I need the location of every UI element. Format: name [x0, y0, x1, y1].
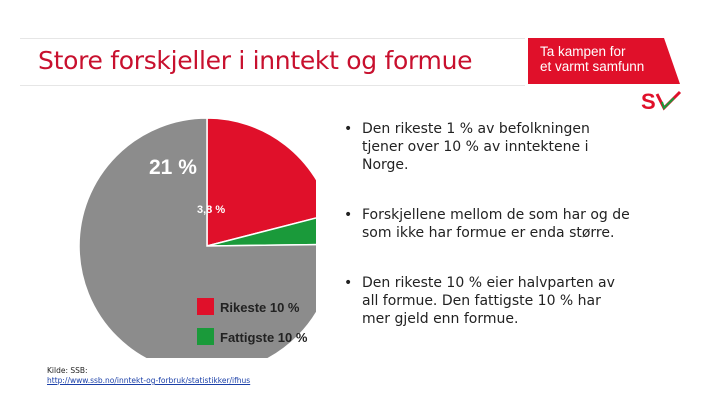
bullet-dot-icon: •	[344, 275, 353, 291]
campaign-banner: Ta kampen for et varmt samfunn	[528, 38, 680, 84]
bullet-text: Den rikeste 1 % av befolkningen tjener o…	[362, 121, 590, 173]
legend-swatch	[197, 298, 214, 315]
bullet-item: • Forskjellene mellom de som har og de s…	[340, 206, 630, 242]
slice-value-label-rikeste: 21 %	[149, 156, 197, 179]
bullet-text: Den rikeste 10 % eier halvparten av all …	[362, 275, 615, 327]
bullet-item: • Den rikeste 1 % av befolkningen tjener…	[340, 120, 630, 174]
legend-swatch	[197, 328, 214, 345]
source-link[interactable]: http://www.ssb.no/inntekt-og-forbruk/sta…	[47, 376, 251, 385]
bullet-dot-icon: •	[344, 121, 353, 137]
title-band	[20, 38, 525, 86]
banner-line-2: et varmt samfunn	[540, 59, 645, 74]
pie-slice-2	[78, 118, 316, 358]
bullet-item: • Den rikeste 10 % eier halvparten av al…	[340, 274, 630, 328]
pie-slice-1	[206, 217, 316, 247]
banner-line-1: Ta kampen for	[540, 44, 626, 59]
sv-logo-letter-s: S	[641, 89, 656, 114]
bullet-list: • Den rikeste 1 % av befolkningen tjener…	[340, 120, 630, 328]
bullet-text: Forskjellene mellom de som har og de som…	[362, 207, 630, 241]
sv-logo: S	[640, 88, 684, 114]
source-note: Kilde: SSB: http://www.ssb.no/inntekt-og…	[47, 366, 250, 386]
pie-chart: 21 % 3,8 % Rikeste 10 % Fattigste 10 %	[39, 118, 316, 358]
pie-slice-0	[206, 118, 316, 247]
slide-title: Store forskjeller i inntekt og formue	[38, 46, 473, 75]
legend-label: Rikeste 10 %	[220, 300, 300, 315]
bullet-dot-icon: •	[344, 207, 353, 223]
source-label: Kilde: SSB:	[47, 366, 88, 375]
slice-value-label-fattigste: 3,8 %	[197, 204, 225, 216]
legend-label: Fattigste 10 %	[220, 330, 308, 345]
